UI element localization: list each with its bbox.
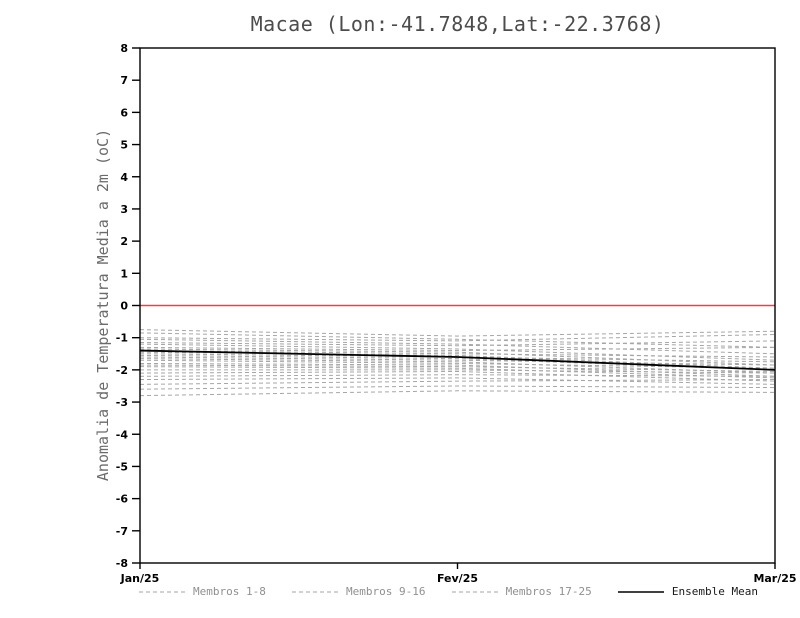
member-line bbox=[139, 358, 776, 374]
member-line bbox=[139, 348, 776, 366]
legend-label: Membros 17-25 bbox=[505, 585, 592, 598]
legend-item: Membros 1-8 bbox=[138, 585, 266, 598]
member-line bbox=[139, 366, 776, 379]
y-tick-label: -8 bbox=[116, 557, 128, 570]
y-tick-label: -2 bbox=[116, 364, 128, 377]
member-line bbox=[139, 356, 776, 366]
y-tick-label: 7 bbox=[120, 74, 128, 87]
legend-item: Membros 9-16 bbox=[291, 585, 426, 598]
y-tick-label: 4 bbox=[120, 171, 128, 184]
member-line bbox=[139, 390, 776, 397]
x-tick-label: Fev/25 bbox=[437, 572, 478, 585]
legend: Membros 1-8 Membros 9-16 Membros 17-25 Ense… bbox=[138, 585, 758, 598]
y-tick-label: -1 bbox=[116, 332, 128, 345]
dashed-line-swatch bbox=[139, 591, 185, 592]
member-line bbox=[139, 374, 776, 377]
member-line bbox=[139, 379, 776, 385]
member-line bbox=[139, 340, 776, 347]
y-tick-label: 6 bbox=[120, 106, 128, 119]
member-line bbox=[139, 354, 776, 371]
member-line bbox=[139, 364, 776, 372]
y-tick-label: -6 bbox=[116, 493, 129, 506]
member-line bbox=[140, 369, 776, 374]
x-tick-label: Jan/25 bbox=[120, 572, 160, 585]
y-tick-label: 8 bbox=[120, 42, 128, 55]
y-tick-label: -4 bbox=[116, 428, 129, 441]
y-tick-label: 0 bbox=[120, 300, 128, 313]
member-line bbox=[139, 332, 776, 348]
legend-label: Ensemble Mean bbox=[671, 585, 758, 598]
legend-label: Membros 9-16 bbox=[346, 585, 426, 598]
dashed-line-swatch bbox=[292, 591, 339, 592]
y-tick-label: -7 bbox=[116, 525, 128, 538]
dashed-line-swatch bbox=[451, 591, 498, 592]
legend-item: Membros 17-25 bbox=[451, 585, 592, 598]
ensemble-mean-line bbox=[139, 349, 776, 371]
member-line bbox=[139, 329, 776, 337]
member-line bbox=[139, 346, 776, 352]
member-line bbox=[139, 350, 776, 358]
y-tick-label: 2 bbox=[120, 235, 128, 248]
chart-title: Macae (Lon:-41.7848,Lat:-22.3768) bbox=[250, 12, 665, 36]
member-line bbox=[139, 359, 776, 369]
y-tick-label: -5 bbox=[116, 460, 128, 473]
member-line bbox=[139, 377, 776, 385]
y-tick-label: 1 bbox=[120, 267, 128, 280]
member-line bbox=[139, 333, 776, 342]
member-line bbox=[139, 338, 776, 355]
legend-item: Ensemble Mean bbox=[617, 585, 758, 598]
y-tick-label: 5 bbox=[120, 139, 128, 152]
member-line bbox=[139, 362, 776, 377]
member-line bbox=[139, 343, 776, 361]
y-tick-label: -3 bbox=[116, 396, 128, 409]
x-tick-label: Mar/25 bbox=[753, 572, 796, 585]
member-line bbox=[139, 370, 776, 382]
member-line bbox=[139, 385, 776, 390]
solid-line-swatch bbox=[617, 590, 664, 593]
legend-label: Membros 1-8 bbox=[193, 585, 266, 598]
y-tick-label: 3 bbox=[120, 203, 128, 216]
